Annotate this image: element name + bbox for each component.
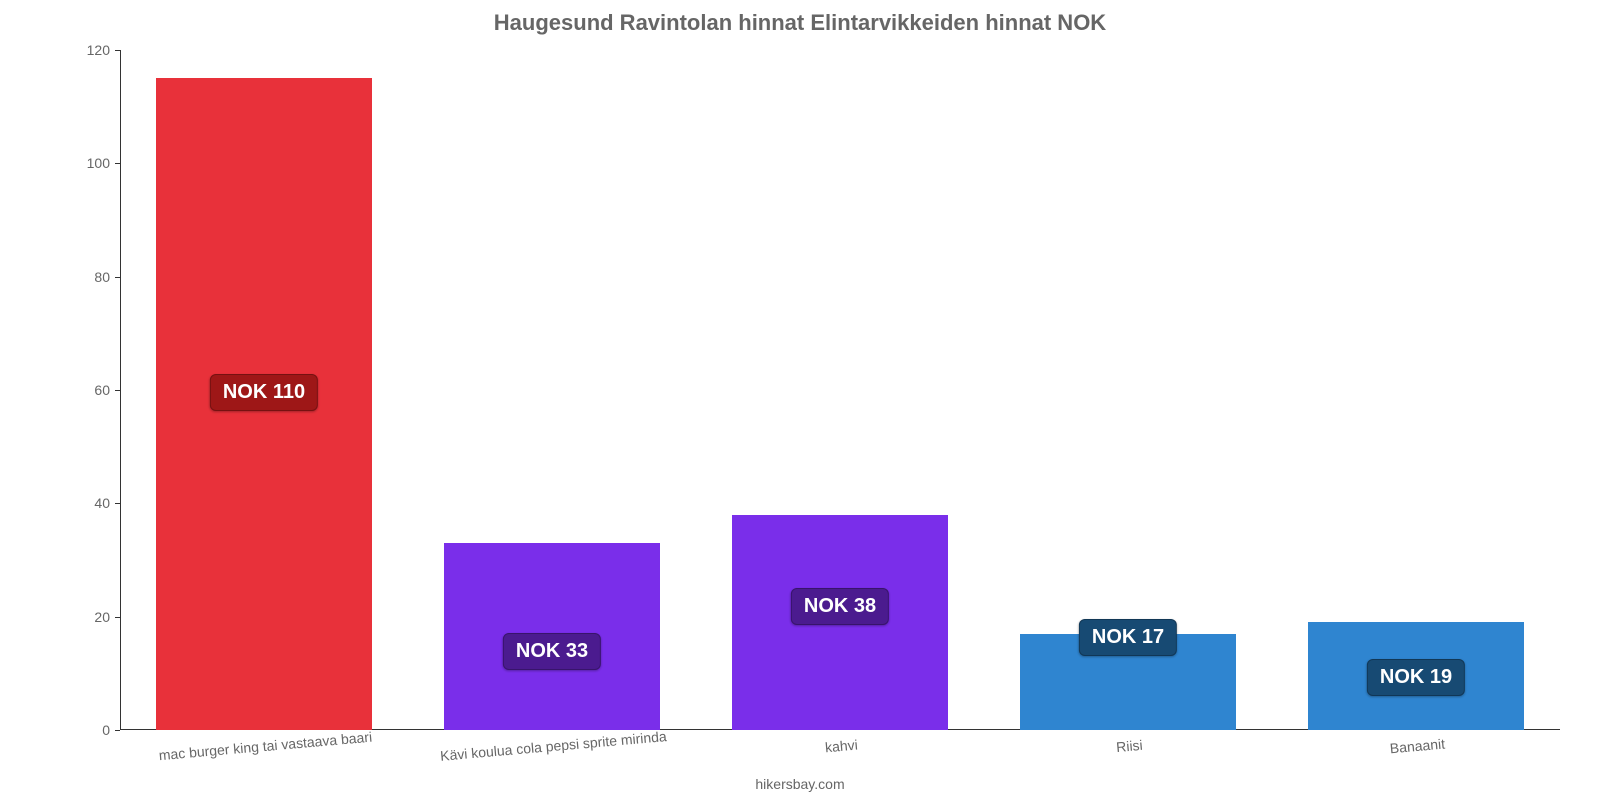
bar-value-label: NOK 33 bbox=[503, 633, 601, 670]
bar-value-label: NOK 38 bbox=[791, 588, 889, 625]
chart-title: Haugesund Ravintolan hinnat Elintarvikke… bbox=[0, 10, 1600, 36]
y-tick-label: 20 bbox=[94, 609, 120, 625]
x-tick-label: kahvi bbox=[824, 729, 859, 756]
y-tick-label: 60 bbox=[94, 382, 120, 398]
bar-3: NOK 17 bbox=[1020, 634, 1236, 730]
y-tick-label: 100 bbox=[87, 155, 120, 171]
x-tick-label: Riisi bbox=[1115, 729, 1143, 755]
bar-2: NOK 38 bbox=[732, 515, 948, 730]
bar-4: NOK 19 bbox=[1308, 622, 1524, 730]
bar-value-label: NOK 19 bbox=[1367, 659, 1465, 696]
bar-1: NOK 33 bbox=[444, 543, 660, 730]
y-tick-label: 0 bbox=[102, 722, 120, 738]
y-tick-label: 120 bbox=[87, 42, 120, 58]
y-tick-label: 80 bbox=[94, 269, 120, 285]
bar-value-label: NOK 110 bbox=[210, 374, 318, 411]
y-tick-label: 40 bbox=[94, 495, 120, 511]
bar-0: NOK 110 bbox=[156, 78, 372, 730]
y-axis-line bbox=[120, 50, 121, 730]
x-tick-label: Banaanit bbox=[1388, 728, 1445, 757]
attribution-label: hikersbay.com bbox=[0, 776, 1600, 792]
bar-value-label: NOK 17 bbox=[1079, 619, 1177, 656]
plot-area: 020406080100120NOK 110mac burger king ta… bbox=[120, 50, 1560, 730]
price-bar-chart: Haugesund Ravintolan hinnat Elintarvikke… bbox=[0, 0, 1600, 800]
